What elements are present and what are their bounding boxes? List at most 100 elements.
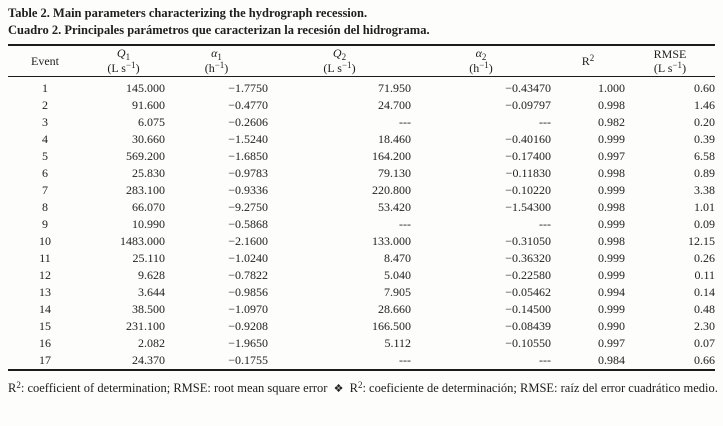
r2-exponent: 2 xyxy=(589,52,595,63)
value-cell: −1.0240 xyxy=(228,251,268,265)
table-footnote: R2: coefficient of determination; RMSE: … xyxy=(8,380,718,395)
event-cell: 9 xyxy=(42,217,48,231)
table-body: 1 145.000 −1.7750 71.950 −0.43470 1.000 0.60 2 9… xyxy=(8,77,715,371)
value-cell: 283.100 xyxy=(126,183,165,197)
value-cell: 6.58 xyxy=(694,149,715,163)
alpha1-unit-exponent: −1 xyxy=(214,60,225,70)
table-row: 15 231.100 −0.9208 166.500 −0.08439 0.990 2.30 xyxy=(8,318,715,335)
value-cell: −0.40160 xyxy=(505,132,551,146)
footnote-separator-icon: ❖ xyxy=(333,383,344,395)
value-cell: 53.420 xyxy=(378,200,411,214)
value-cell: 5.040 xyxy=(384,268,411,282)
value-cell: 91.600 xyxy=(132,98,165,112)
event-cell: 3 xyxy=(42,115,48,129)
value-cell: −0.36320 xyxy=(505,251,551,265)
value-cell: 0.994 xyxy=(598,285,625,299)
value-cell: 18.460 xyxy=(378,132,411,146)
value-cell: 79.130 xyxy=(378,166,411,180)
q2-symbol: Q xyxy=(332,46,342,60)
footnote-text-en: : coefficient of determination; RMSE: ro… xyxy=(20,381,328,395)
alpha1-symbol: α xyxy=(211,46,218,60)
value-cell: −0.17400 xyxy=(505,149,551,163)
value-cell: 9.628 xyxy=(138,268,165,282)
value-cell: 0.990 xyxy=(598,319,625,333)
value-cell: 0.998 xyxy=(598,166,625,180)
q2-subscript: 2 xyxy=(341,52,347,62)
value-cell: −0.10550 xyxy=(505,336,551,350)
value-cell: −9.2750 xyxy=(228,200,268,214)
value-cell: 0.20 xyxy=(694,115,715,129)
value-cell: 0.14 xyxy=(694,285,715,299)
r2-symbol: R xyxy=(581,53,590,68)
value-cell: 0.07 xyxy=(694,336,715,350)
value-cell: −0.10220 xyxy=(505,183,551,197)
col-header-q1: Q1 (L s−1) xyxy=(82,46,165,77)
event-cell: 16 xyxy=(39,336,51,350)
event-cell: 8 xyxy=(42,200,48,214)
value-cell: 2.082 xyxy=(138,336,165,350)
value-cell: 0.60 xyxy=(694,81,715,95)
table-row: 7 283.100 −0.9336 220.800 −0.10220 0.999 3.38 xyxy=(8,182,715,199)
value-cell: 71.950 xyxy=(378,81,411,95)
value-cell: 0.984 xyxy=(598,353,625,367)
col-header-r2: R2 xyxy=(551,46,625,77)
value-cell: 0.11 xyxy=(694,268,715,282)
value-cell: --- xyxy=(539,353,551,367)
value-cell: 0.998 xyxy=(598,98,625,112)
value-cell: −2.1600 xyxy=(228,234,268,248)
col-header-rmse: RMSE (L s−1) xyxy=(625,46,715,77)
col-header-alpha2: α2 (h−1) xyxy=(411,46,551,77)
alpha2-symbol: α xyxy=(475,46,482,60)
table-row: 13 3.644 −0.9856 7.905 −0.05462 0.994 0.14 xyxy=(8,284,715,301)
value-cell: 0.999 xyxy=(598,268,625,282)
table-row: 2 91.600 −0.4770 24.700 −0.09797 0.998 1.46 xyxy=(8,97,715,114)
value-cell: −0.9856 xyxy=(228,285,268,299)
value-cell: 8.470 xyxy=(384,251,411,265)
value-cell: 24.370 xyxy=(132,353,165,367)
event-cell: 6 xyxy=(42,166,48,180)
top-rule xyxy=(8,44,715,46)
value-cell: −1.9650 xyxy=(228,336,268,350)
event-cell: 7 xyxy=(42,183,48,197)
col-header-event: Event xyxy=(8,46,82,77)
value-cell: 1.46 xyxy=(694,98,715,112)
value-cell: --- xyxy=(539,115,551,129)
event-cell: 17 xyxy=(39,353,51,367)
event-cell: 5 xyxy=(42,149,48,163)
value-cell: −1.7750 xyxy=(228,81,268,95)
value-cell: 3.38 xyxy=(694,183,715,197)
value-cell: −0.9783 xyxy=(228,166,268,180)
table-row: 17 24.370 −0.1755 --- --- 0.984 0.66 xyxy=(8,352,715,370)
table-caption: Table 2. Main parameters characterizing … xyxy=(8,5,715,39)
value-cell: --- xyxy=(399,353,411,367)
value-cell: −1.54300 xyxy=(505,200,551,214)
value-cell: −0.9336 xyxy=(228,183,268,197)
table-row: 6 25.830 −0.9783 79.130 −0.11830 0.998 0.89 xyxy=(8,165,715,182)
value-cell: −0.11830 xyxy=(505,166,551,180)
rmse-label: RMSE xyxy=(653,46,687,61)
value-cell: 0.66 xyxy=(694,353,715,367)
event-cell: 12 xyxy=(39,268,51,282)
table-row: 9 10.990 −0.5868 --- --- 0.999 0.09 xyxy=(8,216,715,233)
value-cell: −0.9208 xyxy=(228,319,268,333)
value-cell: 30.660 xyxy=(132,132,165,146)
table-row: 16 2.082 −1.9650 5.112 −0.10550 0.997 0.07 xyxy=(8,335,715,352)
header-row: Event Q1 (L s−1) α1 (h−1) Q2 (L s−1) α2 … xyxy=(8,46,715,77)
value-cell: 0.998 xyxy=(598,234,625,248)
value-cell: 569.200 xyxy=(126,149,165,163)
value-cell: −0.08439 xyxy=(505,319,551,333)
value-cell: 5.112 xyxy=(384,336,411,350)
rmse-unit: (L s xyxy=(653,60,673,75)
footnote-r2-es: R xyxy=(349,381,358,395)
value-cell: 25.830 xyxy=(132,166,165,180)
value-cell: −0.09797 xyxy=(505,98,551,112)
value-cell: 1.01 xyxy=(694,200,715,214)
value-cell: −0.2606 xyxy=(228,115,268,129)
value-cell: 3.644 xyxy=(138,285,165,299)
value-cell: 12.15 xyxy=(688,234,715,248)
event-cell: 1 xyxy=(42,81,48,95)
value-cell: −1.0970 xyxy=(228,302,268,316)
footnote-r2-en: R xyxy=(8,381,17,395)
value-cell: −0.7822 xyxy=(228,268,268,282)
value-cell: 28.660 xyxy=(378,302,411,316)
